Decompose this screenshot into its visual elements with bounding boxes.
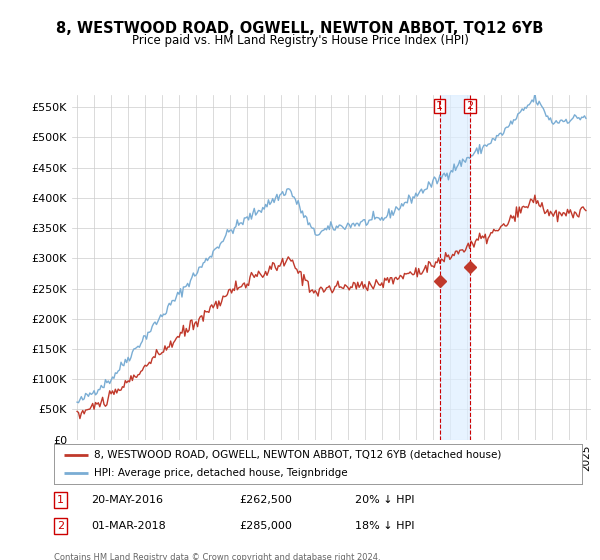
Text: £285,000: £285,000 xyxy=(239,521,292,531)
Text: 20% ↓ HPI: 20% ↓ HPI xyxy=(355,494,415,505)
Bar xyxy=(440,95,470,440)
Text: 1: 1 xyxy=(57,494,64,505)
Text: 8, WESTWOOD ROAD, OGWELL, NEWTON ABBOT, TQ12 6YB: 8, WESTWOOD ROAD, OGWELL, NEWTON ABBOT, … xyxy=(56,21,544,36)
Text: HPI: Average price, detached house, Teignbridge: HPI: Average price, detached house, Teig… xyxy=(94,468,347,478)
Text: 20-MAY-2016: 20-MAY-2016 xyxy=(91,494,163,505)
Text: Contains HM Land Registry data © Crown copyright and database right 2024.
This d: Contains HM Land Registry data © Crown c… xyxy=(54,553,380,560)
Text: 2: 2 xyxy=(57,521,64,531)
Text: 2: 2 xyxy=(467,101,473,111)
Text: 8, WESTWOOD ROAD, OGWELL, NEWTON ABBOT, TQ12 6YB (detached house): 8, WESTWOOD ROAD, OGWELL, NEWTON ABBOT, … xyxy=(94,450,501,460)
Text: 1: 1 xyxy=(436,101,443,111)
Text: Price paid vs. HM Land Registry's House Price Index (HPI): Price paid vs. HM Land Registry's House … xyxy=(131,34,469,46)
Text: £262,500: £262,500 xyxy=(239,494,292,505)
Text: 18% ↓ HPI: 18% ↓ HPI xyxy=(355,521,415,531)
Text: 01-MAR-2018: 01-MAR-2018 xyxy=(91,521,166,531)
